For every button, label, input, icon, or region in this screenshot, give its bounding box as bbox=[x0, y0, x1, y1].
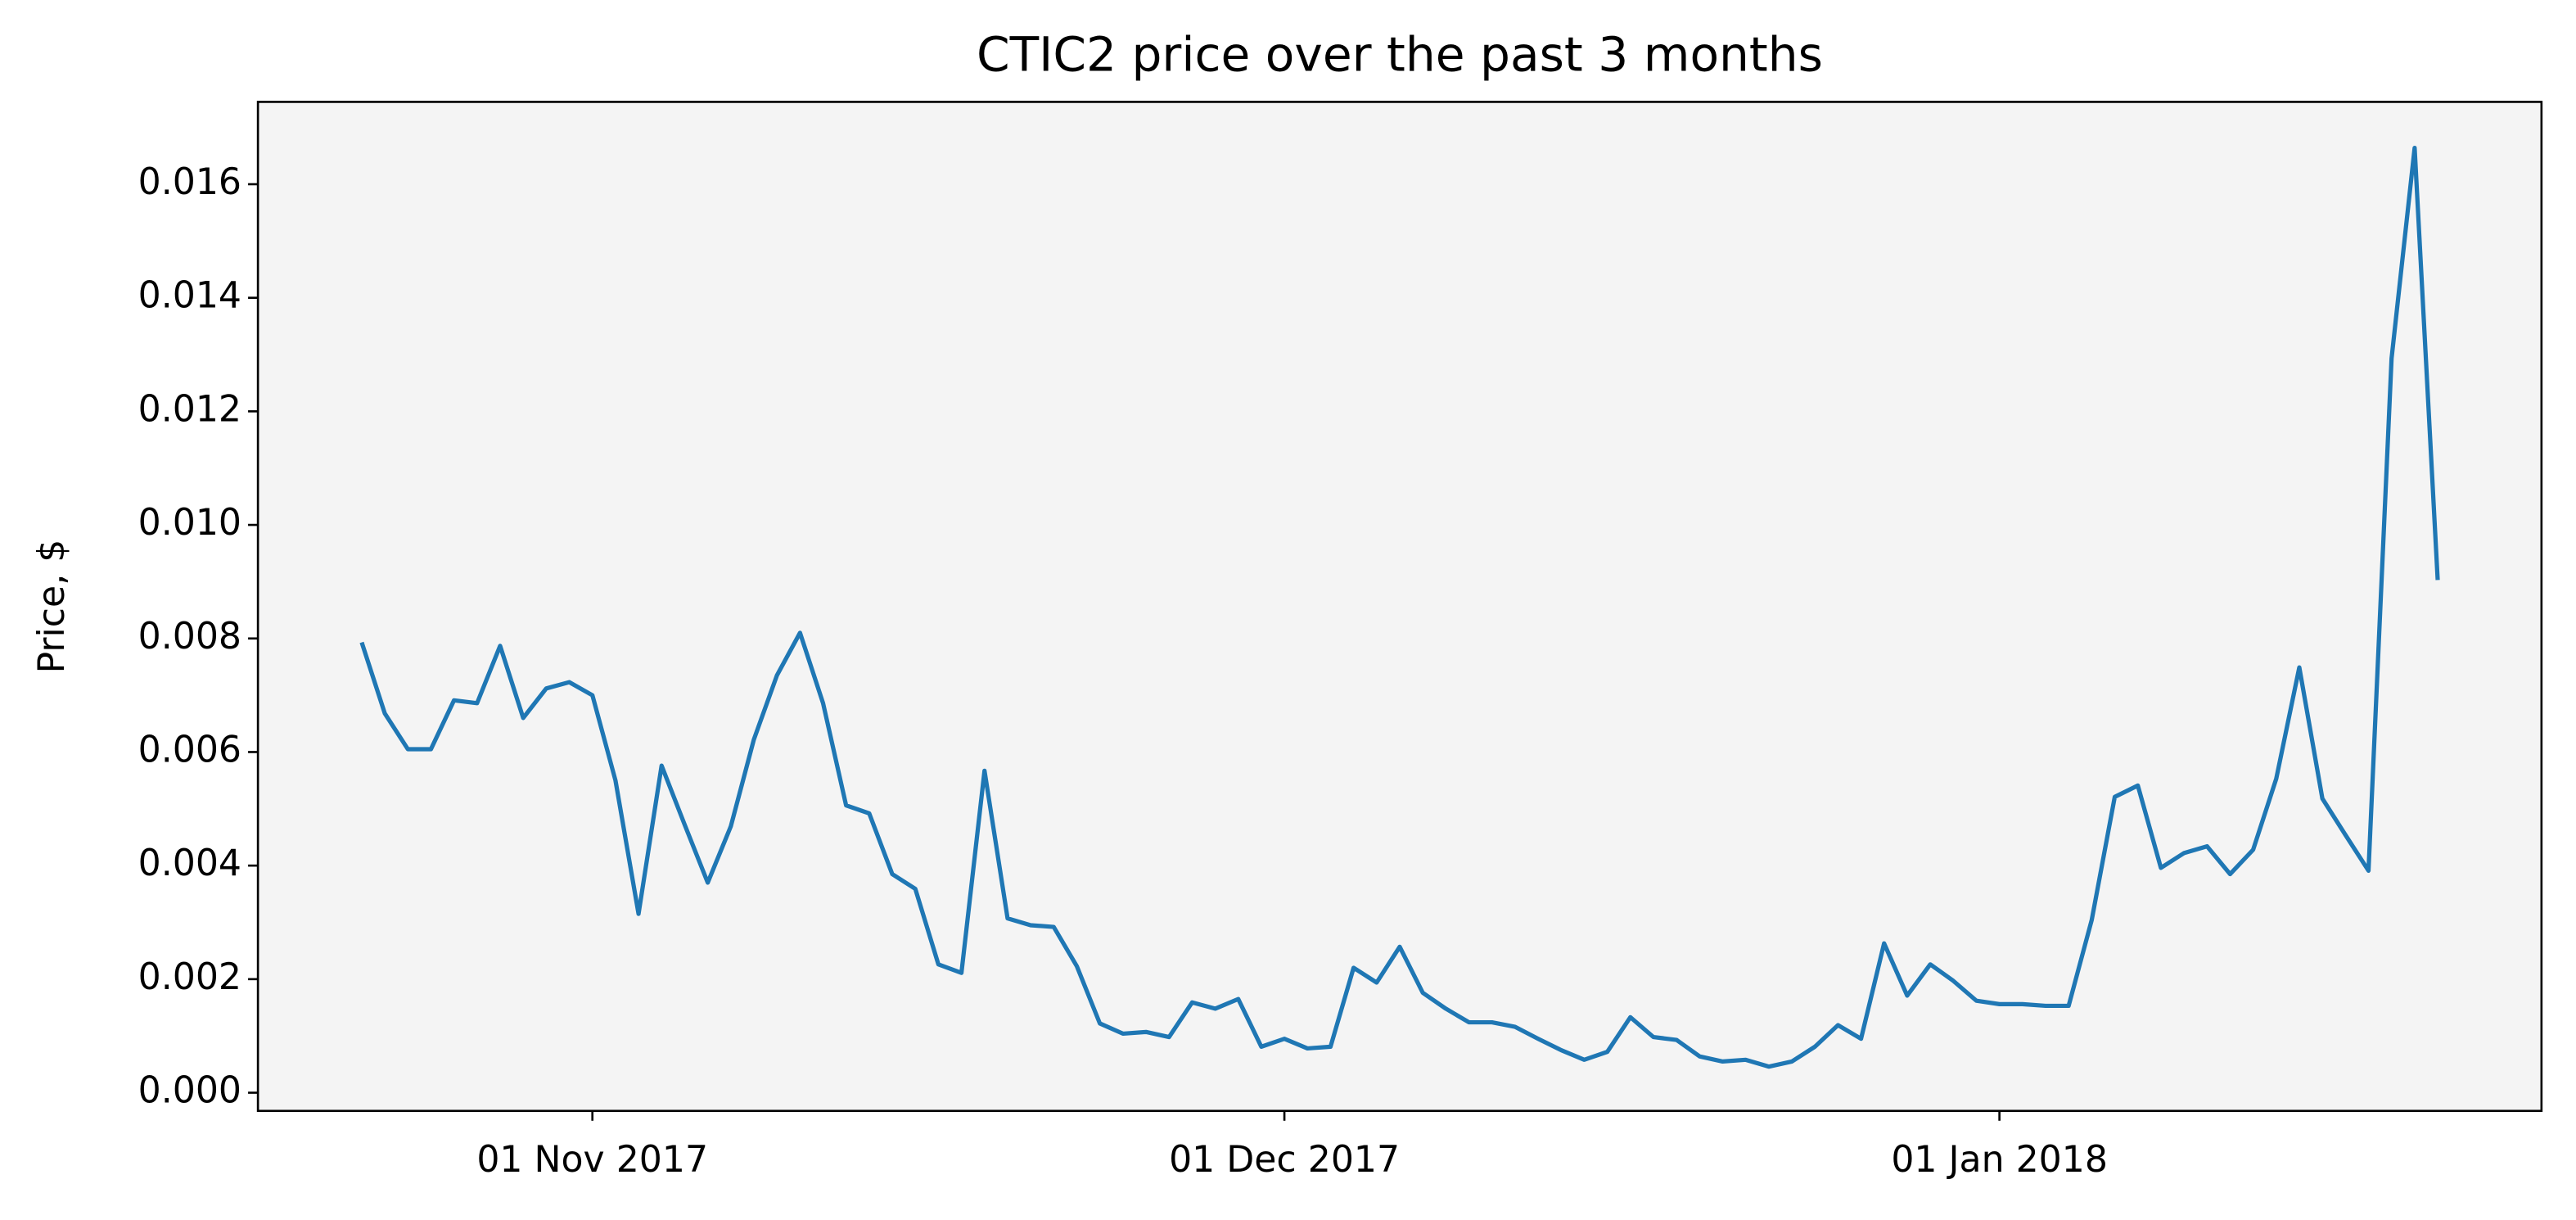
x-tick-label: 01 Jan 2018 bbox=[1891, 1139, 2108, 1181]
y-tick-label: 0.008 bbox=[138, 616, 241, 657]
plot-frame bbox=[256, 101, 2543, 1113]
price-line bbox=[359, 146, 2440, 1069]
y-tick-label: 0.014 bbox=[138, 275, 241, 317]
x-tick-label: 01 Nov 2017 bbox=[476, 1139, 708, 1181]
x-tick-label: 01 Dec 2017 bbox=[1169, 1139, 1400, 1181]
y-tick-label: 0.012 bbox=[138, 388, 241, 430]
y-axis-label: Price, $ bbox=[31, 540, 73, 674]
y-tick-label: 0.004 bbox=[138, 843, 241, 884]
y-tick-label: 0.002 bbox=[138, 956, 241, 998]
y-tick-label: 0.000 bbox=[138, 1070, 241, 1112]
y-tick-label: 0.006 bbox=[138, 729, 241, 770]
plot-area bbox=[258, 102, 2542, 1111]
y-tick-label: 0.016 bbox=[138, 161, 241, 203]
y-tick-label: 0.010 bbox=[138, 502, 241, 544]
chart-title: CTIC2 price over the past 3 months bbox=[977, 26, 1823, 82]
